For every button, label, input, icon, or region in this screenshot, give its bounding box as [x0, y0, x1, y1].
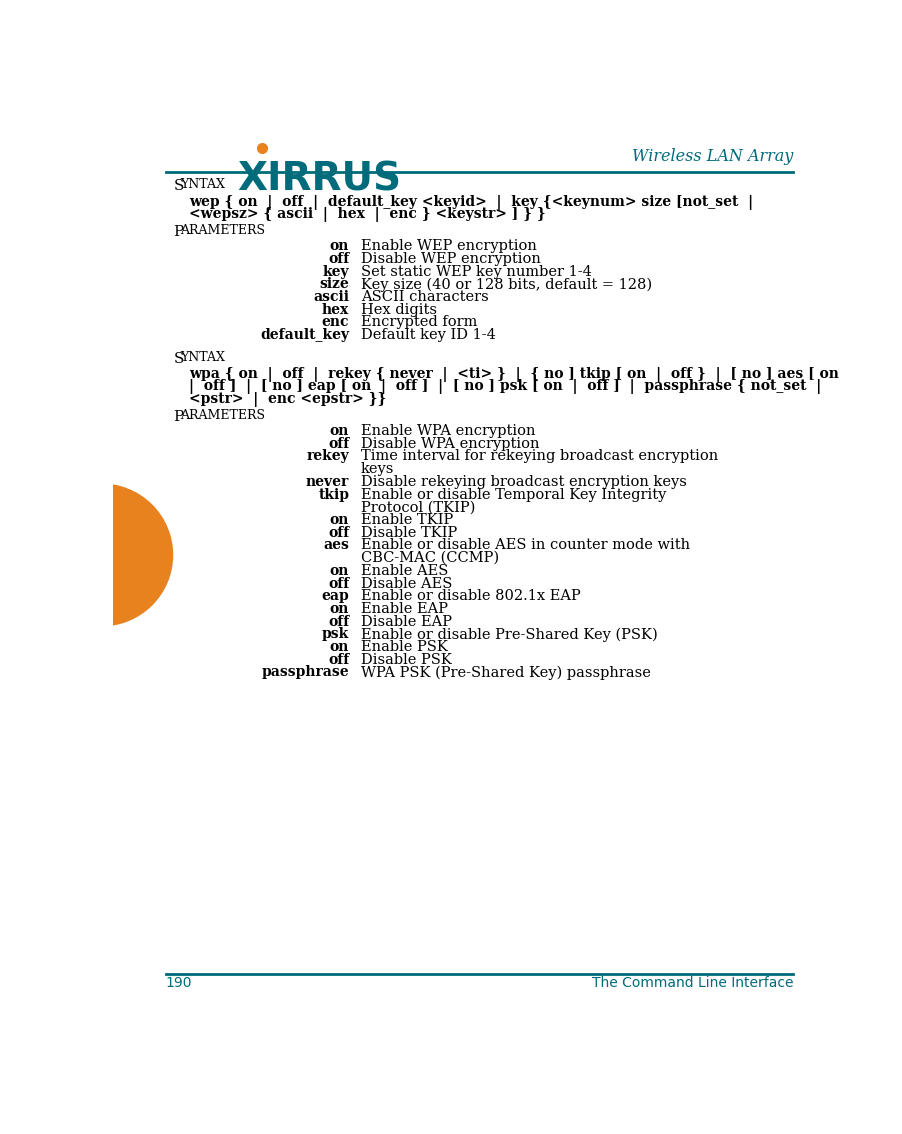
Text: Enable PSK: Enable PSK [361, 640, 447, 654]
Text: Hex digits: Hex digits [361, 303, 437, 316]
Text: wep { on  |  off  |  default_key <keyid>  |  key {<keynum> size [not_set  |: wep { on | off | default_key <keyid> | k… [189, 195, 752, 210]
Text: on: on [329, 513, 349, 527]
Text: |  off ]  |  [ no ] eap [ on  |  off ]  |  [ no ] psk [ on  |  off ]  |  passphr: | off ] | [ no ] eap [ on | off ] | [ no… [189, 380, 820, 395]
Text: eap: eap [321, 590, 349, 603]
Text: on: on [329, 640, 349, 654]
Text: Enable WEP encryption: Enable WEP encryption [361, 239, 536, 253]
Text: WPA PSK (Pre-Shared Key) passphrase: WPA PSK (Pre-Shared Key) passphrase [361, 666, 650, 680]
Text: off: off [327, 615, 349, 628]
Text: Disable rekeying broadcast encryption keys: Disable rekeying broadcast encryption ke… [361, 475, 686, 489]
Text: P: P [173, 226, 183, 239]
Text: off: off [327, 576, 349, 591]
Text: Disable WEP encryption: Disable WEP encryption [361, 252, 540, 266]
Text: 190: 190 [165, 976, 192, 990]
Text: Disable PSK: Disable PSK [361, 653, 451, 667]
Text: on: on [329, 424, 349, 438]
Text: Disable TKIP: Disable TKIP [361, 526, 456, 540]
Text: off: off [327, 526, 349, 540]
Text: ARAMETERS: ARAMETERS [180, 225, 265, 237]
Text: keys: keys [361, 463, 394, 476]
Text: Enable or disable 802.1x EAP: Enable or disable 802.1x EAP [361, 590, 580, 603]
Text: enc: enc [321, 315, 349, 330]
Text: Set static WEP key number 1-4: Set static WEP key number 1-4 [361, 264, 591, 279]
Text: XIRRUS: XIRRUS [236, 161, 400, 198]
Text: rekey: rekey [306, 449, 349, 464]
Text: Enable or disable AES in counter mode with: Enable or disable AES in counter mode wi… [361, 539, 689, 552]
Circle shape [30, 484, 172, 626]
Text: ascii: ascii [313, 290, 349, 304]
Text: <pstr>  |  enc <epstr> }}: <pstr> | enc <epstr> }} [189, 391, 386, 407]
Text: key: key [322, 264, 349, 279]
Text: Disable EAP: Disable EAP [361, 615, 451, 628]
Text: wpa { on  |  off  |  rekey { never  |  <ti> }  |  { no ] tkip [ on  |  off }  | : wpa { on | off | rekey { never | <ti> } … [189, 367, 838, 382]
Text: Encrypted form: Encrypted form [361, 315, 477, 330]
Text: never: never [306, 475, 349, 489]
Text: Wireless LAN Array: Wireless LAN Array [631, 147, 793, 164]
Text: Enable EAP: Enable EAP [361, 602, 447, 616]
Text: The Command Line Interface: The Command Line Interface [591, 976, 793, 990]
Text: ASCII characters: ASCII characters [361, 290, 488, 304]
Text: S: S [173, 352, 183, 365]
Text: YNTAX: YNTAX [180, 178, 225, 191]
Text: YNTAX: YNTAX [180, 350, 225, 364]
Text: size: size [319, 278, 349, 291]
Text: off: off [327, 653, 349, 667]
Text: psk: psk [322, 627, 349, 642]
Text: tkip: tkip [318, 488, 349, 501]
Text: Enable TKIP: Enable TKIP [361, 513, 453, 527]
Text: Enable or disable Temporal Key Integrity: Enable or disable Temporal Key Integrity [361, 488, 666, 501]
Text: on: on [329, 239, 349, 253]
Text: Enable WPA encryption: Enable WPA encryption [361, 424, 535, 438]
Text: P: P [173, 411, 183, 424]
Text: Key size (40 or 128 bits, default = 128): Key size (40 or 128 bits, default = 128) [361, 278, 651, 291]
Text: <wepsz> { ascii  |  hex  |  enc } <keystr> ] } }: <wepsz> { ascii | hex | enc } <keystr> ]… [189, 206, 545, 222]
Text: on: on [329, 564, 349, 578]
Text: ARAMETERS: ARAMETERS [180, 409, 265, 422]
Text: Enable or disable Pre-Shared Key (PSK): Enable or disable Pre-Shared Key (PSK) [361, 627, 657, 642]
Text: Default key ID 1-4: Default key ID 1-4 [361, 328, 495, 342]
Text: on: on [329, 602, 349, 616]
Text: Disable AES: Disable AES [361, 576, 452, 591]
Text: aes: aes [323, 539, 349, 552]
Text: Enable AES: Enable AES [361, 564, 447, 578]
Text: Protocol (TKIP): Protocol (TKIP) [361, 500, 474, 515]
Text: off: off [327, 437, 349, 451]
Text: hex: hex [322, 303, 349, 316]
Text: S: S [173, 179, 183, 193]
Text: Disable WPA encryption: Disable WPA encryption [361, 437, 538, 451]
Text: off: off [327, 252, 349, 266]
Text: CBC-MAC (CCMP): CBC-MAC (CCMP) [361, 551, 499, 565]
Text: passphrase: passphrase [262, 666, 349, 679]
Text: default_key: default_key [260, 328, 349, 342]
Text: Time interval for rekeying broadcast encryption: Time interval for rekeying broadcast enc… [361, 449, 717, 464]
